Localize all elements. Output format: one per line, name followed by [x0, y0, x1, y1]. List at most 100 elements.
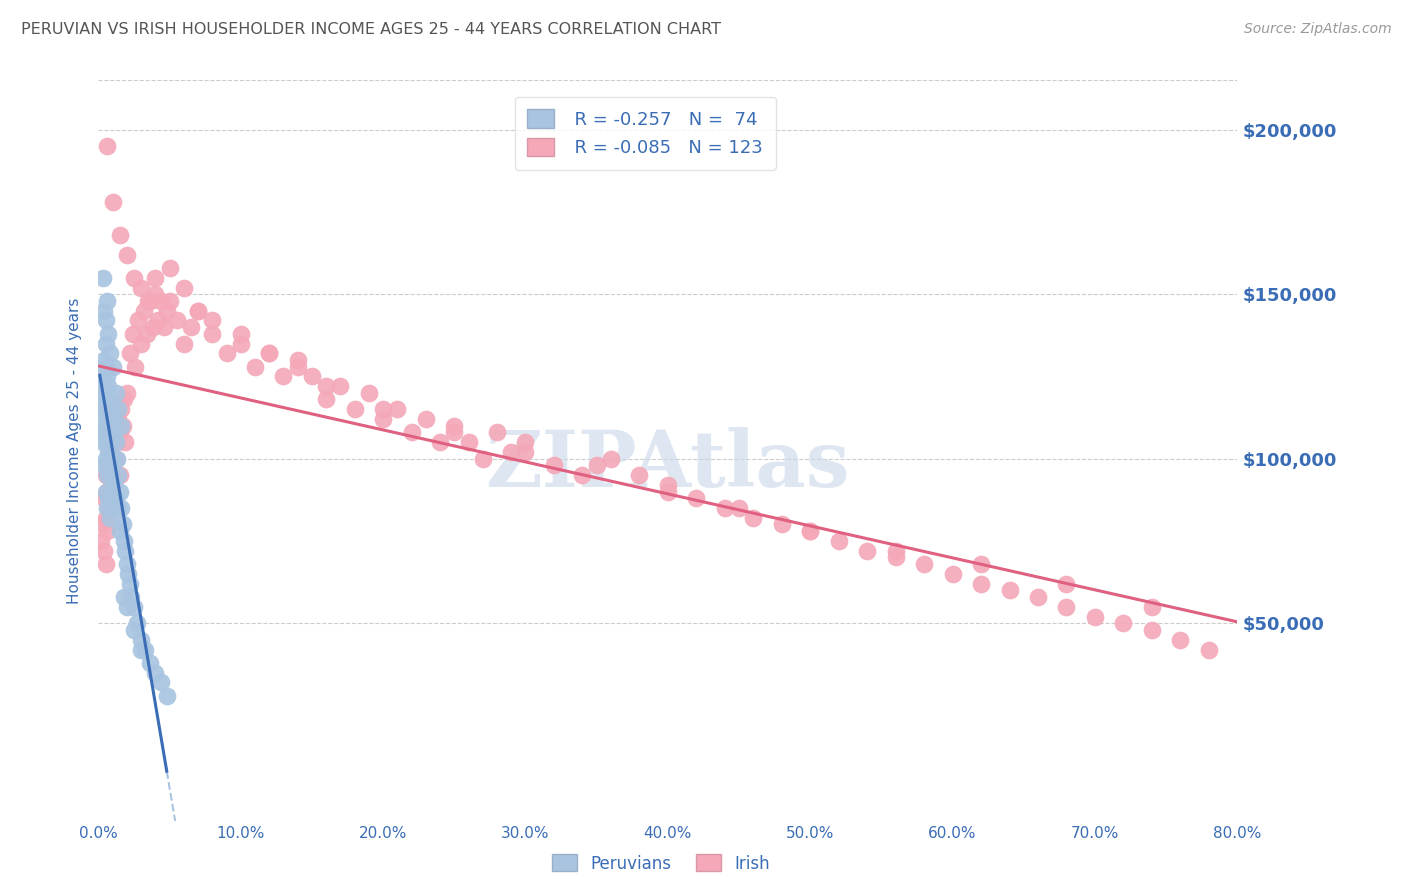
- Point: [799, 524, 821, 538]
- Point: [443, 418, 465, 433]
- Point: [112, 392, 135, 407]
- Point: [93, 379, 115, 393]
- Point: [94, 392, 117, 407]
- Point: [329, 379, 352, 393]
- Point: [117, 566, 139, 581]
- Point: [112, 533, 135, 548]
- Point: [111, 418, 134, 433]
- Point: [97, 501, 120, 516]
- Y-axis label: Householder Income Ages 25 - 44 years: Householder Income Ages 25 - 44 years: [67, 297, 83, 604]
- Point: [107, 402, 129, 417]
- Point: [1112, 616, 1135, 631]
- Point: [742, 511, 765, 525]
- Point: [110, 501, 132, 516]
- Point: [97, 458, 120, 473]
- Point: [100, 484, 122, 499]
- Legend:   R = -0.257   N =  74,   R = -0.085   N = 123: R = -0.257 N = 74, R = -0.085 N = 123: [515, 96, 776, 169]
- Point: [229, 336, 252, 351]
- Point: [115, 248, 138, 262]
- Point: [94, 468, 117, 483]
- Point: [91, 435, 114, 450]
- Point: [600, 451, 623, 466]
- Point: [104, 435, 127, 450]
- Point: [94, 511, 117, 525]
- Point: [153, 320, 176, 334]
- Point: [215, 346, 238, 360]
- Point: [148, 313, 170, 327]
- Point: [134, 642, 156, 657]
- Point: [1198, 642, 1220, 657]
- Point: [187, 303, 209, 318]
- Point: [315, 392, 337, 407]
- Point: [91, 517, 114, 532]
- Point: [115, 557, 138, 571]
- Point: [108, 524, 131, 538]
- Point: [104, 385, 127, 400]
- Point: [90, 533, 112, 548]
- Point: [856, 544, 879, 558]
- Point: [98, 346, 121, 360]
- Point: [101, 359, 124, 374]
- Point: [104, 402, 127, 417]
- Point: [91, 270, 114, 285]
- Point: [108, 227, 131, 242]
- Point: [373, 412, 395, 426]
- Point: [138, 656, 160, 670]
- Point: [657, 484, 679, 499]
- Point: [970, 576, 993, 591]
- Point: [501, 445, 523, 459]
- Point: [100, 435, 122, 450]
- Point: [108, 484, 131, 499]
- Point: [998, 583, 1021, 598]
- Point: [1084, 609, 1107, 624]
- Point: [884, 550, 907, 565]
- Point: [98, 511, 121, 525]
- Text: Source: ZipAtlas.com: Source: ZipAtlas.com: [1244, 22, 1392, 37]
- Point: [728, 501, 751, 516]
- Point: [93, 353, 115, 368]
- Point: [97, 326, 120, 341]
- Point: [100, 402, 122, 417]
- Point: [96, 468, 118, 483]
- Point: [122, 623, 145, 637]
- Point: [91, 369, 114, 384]
- Point: [180, 320, 202, 334]
- Point: [287, 353, 309, 368]
- Point: [145, 270, 167, 285]
- Point: [187, 303, 209, 318]
- Point: [443, 425, 465, 440]
- Point: [129, 280, 152, 294]
- Point: [156, 689, 179, 703]
- Point: [100, 425, 122, 440]
- Point: [111, 517, 134, 532]
- Point: [515, 445, 537, 459]
- Point: [91, 392, 114, 407]
- Point: [1170, 632, 1192, 647]
- Point: [122, 270, 145, 285]
- Point: [166, 313, 188, 327]
- Point: [118, 576, 141, 591]
- Point: [101, 501, 124, 516]
- Point: [94, 451, 117, 466]
- Point: [98, 465, 121, 479]
- Point: [457, 435, 479, 450]
- Point: [145, 287, 167, 301]
- Point: [96, 501, 118, 516]
- Point: [942, 566, 965, 581]
- Point: [98, 491, 121, 505]
- Point: [96, 139, 118, 153]
- Point: [103, 478, 125, 492]
- Point: [970, 557, 993, 571]
- Point: [124, 359, 146, 374]
- Point: [94, 313, 117, 327]
- Point: [585, 458, 607, 473]
- Point: [1140, 599, 1163, 614]
- Point: [90, 385, 112, 400]
- Point: [685, 491, 707, 505]
- Point: [770, 517, 793, 532]
- Point: [387, 402, 409, 417]
- Point: [141, 320, 163, 334]
- Point: [97, 491, 120, 505]
- Point: [101, 468, 124, 483]
- Point: [93, 458, 115, 473]
